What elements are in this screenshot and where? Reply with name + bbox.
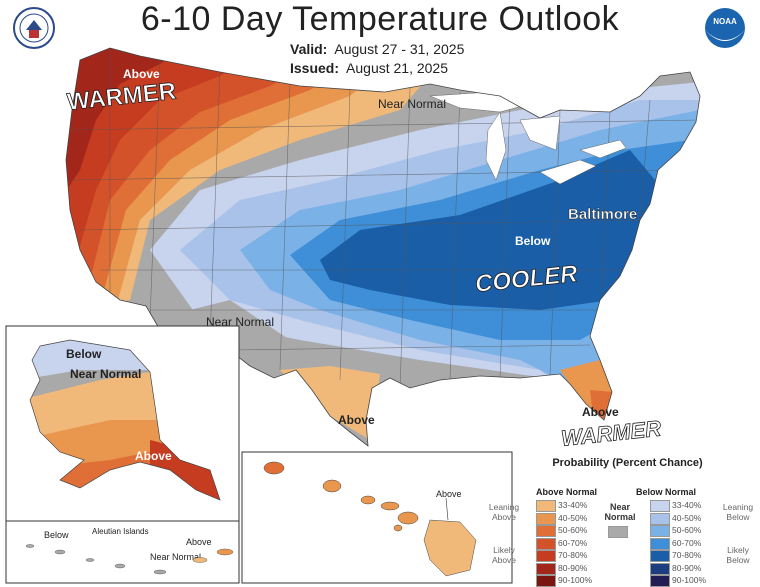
legend-near-normal-swatch	[608, 526, 628, 538]
legend-below-bin-label: 50-60%	[672, 525, 702, 535]
aleutian-label-above: Above	[186, 537, 212, 547]
valid-dates: Valid: August 27 - 31, 2025	[290, 41, 464, 57]
alaska-label-above: Above	[135, 449, 172, 463]
legend-below-swatch	[650, 512, 670, 525]
issued-label: Issued:	[290, 60, 340, 76]
issued-date: Issued: August 21, 2025	[290, 60, 448, 76]
legend-below-swatch	[650, 537, 670, 550]
legend-below-bin-label: 40-50%	[672, 512, 702, 523]
issued-value: August 21, 2025	[346, 60, 449, 76]
legend-above-bin-label: 50-60%	[558, 525, 588, 535]
noaa-logo-text: NOAA	[713, 17, 737, 26]
alaska-inset: Below Near Normal Above	[5, 325, 240, 522]
legend-below-swatch	[650, 562, 670, 575]
label-warmer-se: WARMER	[560, 416, 662, 451]
legend-below-bin-label: 60-70%	[672, 537, 702, 548]
legend-below-swatch	[650, 550, 670, 562]
legend-above-bin-label: 60-70%	[558, 537, 588, 548]
legend-above-bin-label: 40-50%	[558, 512, 588, 523]
legend-below-bin-label: 33-40%	[672, 500, 702, 510]
label-below-east: Below	[515, 234, 551, 248]
alaska-label-below: Below	[66, 347, 102, 361]
legend-likely-above: Likely Above	[491, 545, 517, 565]
legend-above-bin-label: 90-100%	[558, 575, 593, 585]
legend-below-swatch	[650, 575, 670, 587]
legend-above-bin-label: 80-90%	[558, 562, 588, 573]
legend-above-swatch	[536, 537, 556, 550]
legend-above-head: Above Normal	[536, 487, 598, 497]
hawaii-inset: Above	[241, 451, 513, 584]
legend-below-swatch	[650, 525, 670, 537]
aleutian-inset: Aleutian Islands Below Above Near Normal	[5, 520, 240, 584]
hawaii-label-above: Above	[436, 489, 462, 499]
aleutian-label-near-normal: Near Normal	[150, 552, 201, 562]
legend-below-bin-label: 70-80%	[672, 550, 702, 560]
legend-likely-below: Likely Below	[726, 545, 750, 565]
legend-leaning-below: Leaning Below	[722, 502, 754, 522]
legend-above-swatch	[536, 575, 556, 587]
legend-below-swatch	[650, 500, 670, 512]
legend-above-swatch	[536, 562, 556, 575]
aleutian-label-below: Below	[44, 530, 69, 540]
legend-above-swatch	[536, 525, 556, 537]
legend-above-swatch	[536, 550, 556, 562]
legend-leaning-above: Leaning Above	[488, 502, 520, 522]
label-near-normal-north-text: Near Normal	[378, 97, 446, 111]
aleutian-title: Aleutian Islands	[92, 527, 148, 536]
legend-below-bin-label: 80-90%	[672, 562, 702, 573]
legend-above-bin-label: 33-40%	[558, 500, 588, 510]
alaska-label-near-normal: Near Normal	[70, 367, 141, 381]
legend-below-head: Below Normal	[636, 487, 697, 497]
legend-below-bin-label: 90-100%	[672, 575, 707, 585]
page-title: 6-10 Day Temperature Outlook	[140, 0, 620, 38]
department-seal-logo	[13, 7, 55, 49]
valid-label: Valid:	[290, 41, 328, 57]
label-above-nw: Above	[123, 67, 160, 81]
valid-value: August 27 - 31, 2025	[334, 41, 465, 57]
legend-title: Probability (Percent Chance)	[552, 457, 703, 469]
label-baltimore: Baltimore	[568, 206, 637, 223]
legend-above-swatch	[536, 512, 556, 525]
legend-near-normal: Near Normal	[604, 502, 636, 522]
legend-above-bin-label: 70-80%	[558, 550, 588, 560]
label-above-florida: Above	[582, 405, 619, 419]
label-above-texas: Above	[338, 413, 375, 427]
legend-above-swatch	[536, 500, 556, 512]
noaa-logo: NOAA	[705, 8, 745, 48]
label-near-normal-north: Near Normal	[378, 97, 446, 111]
